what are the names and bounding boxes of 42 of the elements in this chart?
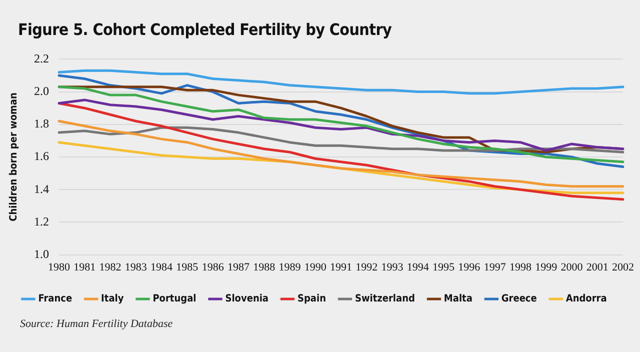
legend-label: Malta xyxy=(444,294,472,305)
x-tick-label: 1987 xyxy=(227,261,250,274)
x-tick-label: 1992 xyxy=(356,261,378,274)
x-tick-label: 2001 xyxy=(586,261,608,274)
x-tick-label: 1993 xyxy=(381,261,404,274)
x-tick-label: 1999 xyxy=(535,261,558,274)
y-axis-title: Children born per woman xyxy=(8,92,20,222)
y-tick-label: 1.6 xyxy=(34,149,49,164)
y-tick-label: 1.0 xyxy=(34,246,49,261)
legend-label: France xyxy=(38,294,72,305)
x-tick-label: 1984 xyxy=(150,261,174,274)
x-tick-label: 1981 xyxy=(74,261,96,274)
legend-label: Portugal xyxy=(152,294,196,305)
legend-label: Andorra xyxy=(566,294,607,305)
y-tick-label: 1.4 xyxy=(34,182,49,196)
x-tick-label: 1989 xyxy=(278,261,302,274)
legend-label: Greece xyxy=(501,294,537,305)
x-tick-label: 1995 xyxy=(432,261,456,274)
y-tick-label: 1.8 xyxy=(34,116,49,131)
x-tick-label: 1982 xyxy=(99,261,122,274)
legend-label: Slovenia xyxy=(225,294,269,305)
x-tick-label: 1990 xyxy=(304,261,327,274)
x-tick-label: 1986 xyxy=(202,261,224,274)
x-tick-label: 1985 xyxy=(176,261,199,274)
legend-label: Switzerland xyxy=(354,294,415,305)
x-tick-label: 1983 xyxy=(124,261,148,274)
x-tick-label: 1996 xyxy=(458,261,481,274)
x-tick-label: 1988 xyxy=(253,261,276,274)
y-tick-label: 2.0 xyxy=(34,84,49,98)
x-tick-label: 1998 xyxy=(509,261,532,274)
source-note: Source: Human Fertility Database xyxy=(20,318,173,330)
x-tick-label: 1994 xyxy=(406,261,430,274)
chart-title: Figure 5. Cohort Completed Fertility by Country xyxy=(18,20,392,39)
x-tick-label: 1980 xyxy=(48,261,70,274)
legend-label: Spain xyxy=(298,294,326,305)
x-tick-label: 1991 xyxy=(330,261,352,274)
y-tick-label: 1.2 xyxy=(34,214,49,228)
x-tick-label: 2000 xyxy=(560,261,584,274)
y-tick-label: 2.2 xyxy=(34,51,49,66)
x-tick-label: 1997 xyxy=(484,261,506,274)
x-tick-label: 2002 xyxy=(612,261,634,274)
legend-label: Italy xyxy=(101,294,124,305)
